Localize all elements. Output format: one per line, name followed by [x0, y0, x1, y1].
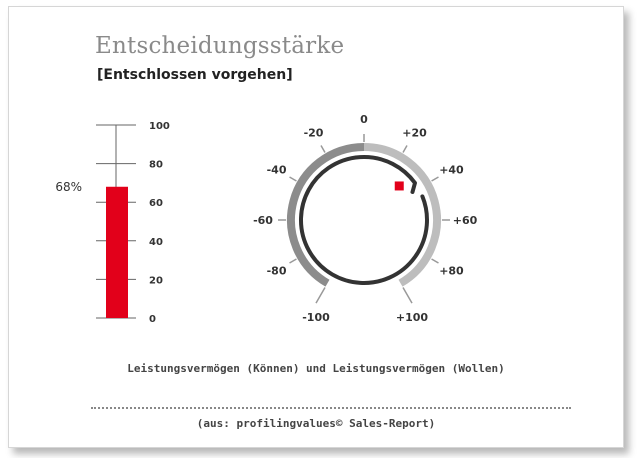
dial-tick-label: +40	[439, 164, 464, 177]
dial-tick	[315, 287, 326, 304]
dial-tick-label: -20	[304, 127, 324, 140]
dial-tick	[320, 145, 326, 153]
dotted-divider	[91, 407, 571, 409]
dial-tick-label: -100	[302, 311, 330, 324]
bar-chart: 0 20 40 60 80 100 68%	[55, 121, 170, 325]
dial-tick-label: +100	[396, 311, 429, 324]
dial-tick-label: +20	[402, 127, 427, 140]
source-note: (aus: profilingvalues© Sales-Report)	[196, 417, 436, 430]
dial-tick-label: -80	[267, 265, 287, 278]
bar-data-label: 68%	[55, 180, 82, 194]
dial-tick	[289, 258, 297, 264]
chart-caption: Leistungsvermögen (Können) und Leistungs…	[127, 362, 505, 375]
bar-tick-label: 40	[149, 237, 163, 248]
dial-tick-label: +60	[453, 214, 478, 227]
chart-subtitle: [Entschlossen vorgehen]	[97, 67, 293, 83]
bar-tick-label: 100	[149, 121, 170, 132]
bar-tick-label: 60	[149, 198, 163, 209]
dial-arc-positive	[363, 143, 441, 287]
bar-tick-label: 80	[149, 160, 163, 171]
bar-value	[106, 186, 128, 318]
bar-tick-label: 20	[149, 275, 163, 286]
report-card: Entscheidungsstärke [Entschlossen vorgeh…	[8, 6, 624, 448]
dial-ticks: -100 -80 -60 -40 -20 0 +20 +40 +60 +80 +100	[253, 113, 478, 324]
dial-tick	[402, 287, 413, 304]
bar-tick-label: 0	[149, 314, 156, 325]
chart-title: Entscheidungsstärke	[95, 33, 345, 59]
dial-knob	[299, 154, 429, 285]
dial-tick-label: -60	[253, 214, 273, 227]
dial-tick	[431, 258, 439, 264]
dial-gauge: -100 -80 -60 -40 -20 0 +20 +40 +60 +80 +100	[253, 113, 478, 324]
charts-canvas: 0 20 40 60 80 100 68% -100 -80 -60 -40 -20 0 +20 +40…	[55, 113, 478, 325]
dial-tick-label: 0	[360, 113, 368, 126]
dial-arcs	[287, 143, 441, 287]
dial-arc-negative	[287, 143, 365, 287]
dial-value-marker	[394, 181, 404, 191]
dial-tick-label: -40	[267, 164, 287, 177]
dial-tick-label: +80	[439, 265, 464, 278]
dial-tick	[431, 176, 439, 182]
dial-tick	[402, 145, 408, 153]
dial-tick	[289, 176, 297, 182]
